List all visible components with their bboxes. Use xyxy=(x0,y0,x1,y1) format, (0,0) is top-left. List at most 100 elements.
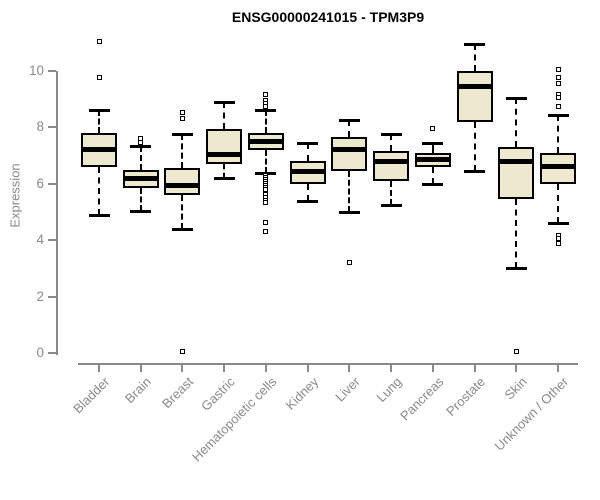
y-axis-label: Expression xyxy=(7,163,23,228)
x-axis-tick xyxy=(139,365,142,372)
whisker-cap-lower xyxy=(297,199,319,203)
outlier-point xyxy=(555,103,561,109)
x-category-label: Prostate xyxy=(443,374,489,419)
whisker-upper xyxy=(306,142,309,162)
whisker-lower xyxy=(515,199,518,269)
whisker-lower xyxy=(473,121,476,172)
y-tick-label: 10 xyxy=(28,63,44,78)
x-axis-tick xyxy=(390,365,393,372)
box xyxy=(206,128,243,165)
whisker-lower xyxy=(557,183,560,224)
y-axis-tick xyxy=(48,126,56,129)
whisker-cap-lower xyxy=(464,170,486,174)
x-category-label: Skin xyxy=(501,374,530,403)
x-axis-tick xyxy=(348,365,351,372)
median-line xyxy=(122,175,159,181)
whisker-cap-lower xyxy=(213,177,235,181)
outlier-point xyxy=(513,349,519,355)
median-line xyxy=(414,157,451,163)
whisker-upper xyxy=(181,134,184,169)
x-axis-tick xyxy=(181,365,184,372)
whisker-cap-lower xyxy=(88,213,110,217)
whisker-cap-upper xyxy=(547,113,569,117)
outlier-point xyxy=(263,219,269,225)
box xyxy=(164,168,201,196)
y-tick-label: 0 xyxy=(36,345,44,360)
whisker-cap-upper xyxy=(213,101,235,105)
median-line xyxy=(206,151,243,157)
x-category-label: Liver xyxy=(332,374,363,405)
whisker-upper xyxy=(223,102,226,129)
whisker-cap-lower xyxy=(547,222,569,226)
whisker-cap-lower xyxy=(130,209,152,213)
x-category-label: Gastric xyxy=(198,374,238,414)
whisker-cap-lower xyxy=(338,211,360,214)
x-axis-tick xyxy=(264,365,267,372)
whisker-lower xyxy=(223,164,226,179)
median-line xyxy=(164,182,201,188)
whisker-cap-lower xyxy=(380,203,402,207)
median-line xyxy=(81,147,117,153)
whisker-cap-lower xyxy=(505,267,527,271)
x-category-label: Unknown / Other xyxy=(492,374,572,454)
outlier-point xyxy=(96,38,102,44)
whisker-cap-upper xyxy=(505,96,527,100)
whisker-cap-upper xyxy=(171,133,193,137)
outlier-point xyxy=(430,125,436,131)
median-line xyxy=(540,164,577,170)
chart-title: ENSG00000241015 - TPM3P9 xyxy=(231,9,425,25)
median-line xyxy=(373,158,410,164)
whisker-cap-upper xyxy=(338,119,360,123)
box xyxy=(331,137,368,172)
y-axis-tick xyxy=(48,295,56,298)
median-line xyxy=(247,139,284,144)
median-line xyxy=(331,147,368,153)
outlier-point xyxy=(555,67,561,73)
whisker-cap-upper xyxy=(88,109,110,113)
y-axis-tick xyxy=(48,352,56,354)
outlier-point xyxy=(263,91,269,97)
whisker-lower xyxy=(139,188,142,211)
y-tick-label: 2 xyxy=(36,288,44,304)
x-category-label: Kidney xyxy=(282,374,322,413)
whisker-lower xyxy=(348,171,351,212)
x-axis-tick xyxy=(223,365,226,372)
x-category-label: Pancreas xyxy=(397,374,447,424)
whisker-cap-upper xyxy=(297,141,319,145)
outlier-point xyxy=(555,81,561,87)
outlier-point xyxy=(555,74,561,80)
whisker-cap-upper xyxy=(464,43,486,47)
y-tick-label: 6 xyxy=(36,175,44,191)
x-category-label: Bladder xyxy=(70,374,113,417)
whisker-upper xyxy=(515,97,518,148)
whisker-cap-upper xyxy=(380,133,402,137)
box xyxy=(373,151,410,181)
outlier-point xyxy=(346,260,352,266)
x-category-label: Breast xyxy=(158,374,197,412)
whisker-lower xyxy=(306,183,309,201)
outlier-point xyxy=(555,95,561,101)
box xyxy=(498,147,535,200)
outlier-point xyxy=(263,186,269,192)
whisker-upper xyxy=(473,44,476,71)
whisker-cap-lower xyxy=(171,227,193,231)
outlier-point xyxy=(555,240,561,246)
x-category-label: Brain xyxy=(122,374,155,407)
outlier-point xyxy=(96,74,102,80)
whisker-upper xyxy=(557,114,560,153)
whisker-upper xyxy=(348,120,351,138)
outlier-point xyxy=(263,200,269,206)
whisker-cap-upper xyxy=(255,109,277,113)
outlier-point xyxy=(263,103,269,109)
outlier-point xyxy=(179,115,185,121)
outlier-point xyxy=(179,349,185,355)
whisker-cap-upper xyxy=(422,141,444,145)
whisker-lower xyxy=(98,166,100,215)
x-category-label: Lung xyxy=(373,374,405,406)
x-axis-tick xyxy=(98,365,100,372)
x-axis-tick xyxy=(473,365,476,372)
y-axis-tick xyxy=(48,239,56,242)
whisker-cap-upper xyxy=(130,144,152,148)
whisker-upper xyxy=(431,142,434,153)
